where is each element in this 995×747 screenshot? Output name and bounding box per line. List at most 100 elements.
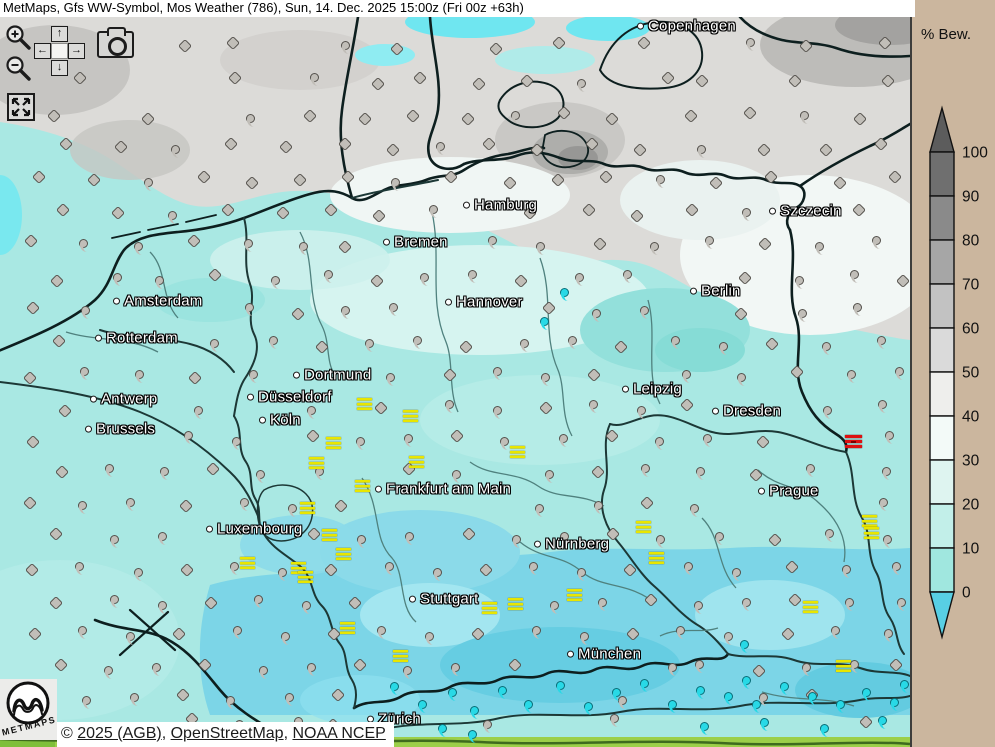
weather-symbol-snow: [740, 640, 750, 654]
weather-symbol-drizzle: [249, 370, 259, 384]
weather-symbol-drizzle: [884, 629, 894, 643]
weather-symbol-drizzle: [831, 626, 841, 640]
weather-symbol-drizzle: [550, 601, 560, 615]
weather-symbol-fog: [355, 480, 370, 492]
pan-pad-center: [51, 43, 68, 59]
weather-symbol-cloud-dot: [529, 142, 545, 158]
weather-symbol-cloud-dot: [586, 367, 602, 383]
weather-symbol-cloud-dot: [858, 714, 874, 730]
weather-symbol-cloud-dot: [330, 687, 346, 703]
city-marker-icon: [445, 298, 452, 306]
weather-symbol-cloud-dot: [604, 428, 620, 444]
weather-symbol-cloud-dot: [369, 273, 385, 289]
weather-symbol-snow: [640, 679, 650, 693]
pan-right-button[interactable]: →: [68, 43, 85, 59]
zoom-in-button[interactable]: [5, 24, 33, 52]
weather-symbol-drizzle: [746, 38, 756, 52]
weather-symbol-drizzle: [877, 336, 887, 350]
weather-symbol-fog: [409, 456, 424, 468]
weather-symbol-cloud-dot: [22, 495, 38, 511]
city-label-luxembourg: Luxembourg: [206, 521, 302, 538]
weather-symbol-cloud-dot: [25, 300, 41, 316]
svg-text:10: 10: [962, 541, 980, 558]
weather-symbol-drizzle: [288, 504, 298, 518]
weather-symbol-drizzle: [822, 342, 832, 356]
weather-symbol-snow: [438, 724, 448, 738]
weather-symbol-fog: [482, 602, 497, 614]
weather-symbol-drizzle: [676, 626, 686, 640]
pan-up-button[interactable]: ↑: [51, 26, 68, 42]
weather-symbol-drizzle: [483, 720, 493, 734]
weather-symbol-cloud-dot: [581, 202, 597, 218]
weather-symbol-cloud-dot: [851, 202, 867, 218]
weather-symbol-drizzle: [568, 336, 578, 350]
weather-symbol-drizzle: [81, 306, 91, 320]
svg-text:60: 60: [962, 321, 980, 338]
weather-symbol-drizzle: [577, 568, 587, 582]
city-marker-icon: [375, 485, 382, 493]
map-canvas[interactable]: Copenhagen Hamburg Szczecin Bremen Berlin Han…: [0, 0, 911, 747]
city-marker-icon: [293, 371, 300, 379]
city-marker-icon: [85, 425, 92, 433]
weather-symbol-snow: [612, 688, 622, 702]
weather-symbol-cloud-dot: [113, 139, 129, 155]
weather-symbol-cloud-dot: [220, 202, 236, 218]
city-name: Brussels: [96, 420, 156, 438]
city-name: Berlin: [701, 282, 741, 300]
snapshot-button[interactable]: [97, 27, 134, 58]
city-marker-icon: [409, 595, 416, 603]
weather-symbol-cloud-dot: [31, 169, 47, 185]
weather-symbol-drizzle: [640, 306, 650, 320]
weather-symbol-drizzle: [232, 437, 242, 451]
weather-symbol-drizzle: [598, 598, 608, 612]
weather-symbol-cloud-dot: [519, 73, 535, 89]
weather-symbol-drizzle: [194, 406, 204, 420]
weather-symbol-cloud-dot: [292, 172, 308, 188]
weather-symbol-drizzle: [541, 373, 551, 387]
svg-text:100: 100: [962, 145, 988, 162]
weather-symbol-snow: [524, 700, 534, 714]
attribution-text: ,: [283, 725, 293, 742]
fullscreen-button[interactable]: [7, 93, 35, 121]
city-name: Antwerp: [101, 390, 158, 408]
weather-symbol-drizzle: [130, 693, 140, 707]
weather-symbol-drizzle: [184, 431, 194, 445]
weather-symbol-snow: [470, 706, 480, 720]
weather-symbol-cloud-dot: [888, 657, 904, 673]
weather-symbol-fog: [836, 660, 851, 672]
zoom-out-button[interactable]: [5, 55, 33, 83]
attribution-link[interactable]: NOAA NCEP: [292, 725, 386, 742]
weather-symbol-cloud-dot: [54, 464, 70, 480]
weather-symbol-drizzle: [244, 239, 254, 253]
attribution-link[interactable]: 2025 (AGB): [77, 725, 162, 742]
pan-down-button[interactable]: ↓: [51, 60, 68, 76]
weather-symbol-snow: [900, 680, 910, 694]
weather-symbol-drizzle: [802, 663, 812, 677]
weather-symbol-cloud-dot: [604, 111, 620, 127]
weather-symbol-drizzle: [324, 270, 334, 284]
weather-symbol-drizzle: [233, 626, 243, 640]
expand-arrows-icon: [11, 97, 31, 117]
weather-symbol-drizzle: [356, 437, 366, 451]
weather-symbol-cloud-dot: [683, 108, 699, 124]
weather-symbol-cloud-dot: [302, 108, 318, 124]
attribution-link[interactable]: OpenStreetMap: [170, 725, 284, 742]
weather-symbol-drizzle: [110, 595, 120, 609]
city-name: Rotterdam: [106, 329, 178, 347]
weather-symbol-cloud-dot: [207, 267, 223, 283]
weather-symbol-drizzle: [560, 532, 570, 546]
metmaps-logo[interactable]: METMAPS: [0, 679, 57, 740]
weather-symbol-snow: [390, 682, 400, 696]
pan-left-button[interactable]: ←: [34, 43, 51, 59]
weather-symbol-drizzle: [795, 276, 805, 290]
weather-symbol-drizzle: [152, 663, 162, 677]
weather-symbol-cloud-dot: [798, 38, 814, 54]
weather-symbol-drizzle: [580, 632, 590, 646]
city-name: Hamburg: [474, 196, 538, 214]
weather-symbol-drizzle: [155, 276, 165, 290]
weather-symbol-drizzle: [420, 273, 430, 287]
weather-symbol-drizzle: [878, 400, 888, 414]
city-name: Luxembourg: [217, 520, 303, 538]
weather-symbol-snow: [862, 688, 872, 702]
